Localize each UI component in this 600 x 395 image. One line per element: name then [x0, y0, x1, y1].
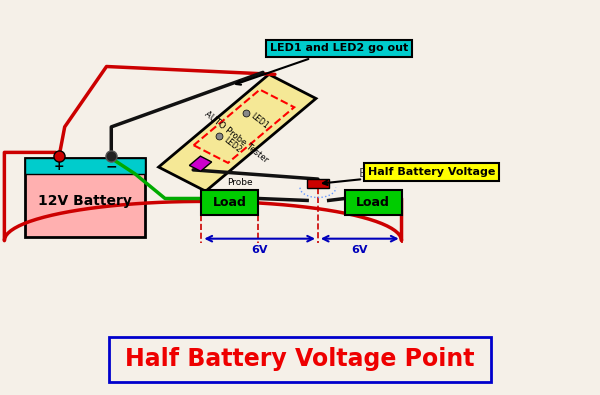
Text: 6V: 6V — [352, 245, 368, 254]
Text: ElecCircuit.com: ElecCircuit.com — [359, 167, 456, 181]
Text: LED1 and LED2 go out: LED1 and LED2 go out — [236, 43, 408, 85]
Text: LED2: LED2 — [221, 135, 242, 154]
Text: −: − — [106, 159, 117, 173]
FancyBboxPatch shape — [25, 158, 145, 237]
FancyBboxPatch shape — [109, 337, 491, 382]
Text: Load: Load — [213, 196, 247, 209]
Polygon shape — [190, 156, 212, 171]
Text: Load: Load — [356, 196, 390, 209]
Text: +: + — [53, 160, 64, 173]
Text: LED1: LED1 — [249, 112, 270, 131]
Text: Probe: Probe — [227, 178, 253, 187]
FancyBboxPatch shape — [25, 158, 145, 174]
FancyBboxPatch shape — [307, 179, 329, 188]
Polygon shape — [158, 74, 316, 191]
Text: 12V Battery: 12V Battery — [38, 194, 132, 209]
Text: Half Battery Voltage Point: Half Battery Voltage Point — [125, 347, 475, 371]
Text: 6V: 6V — [251, 245, 268, 254]
FancyBboxPatch shape — [345, 190, 401, 215]
Text: AUTO Probe Tester: AUTO Probe Tester — [202, 109, 269, 165]
Text: Half Battery Voltage: Half Battery Voltage — [323, 167, 495, 185]
FancyBboxPatch shape — [202, 190, 258, 215]
